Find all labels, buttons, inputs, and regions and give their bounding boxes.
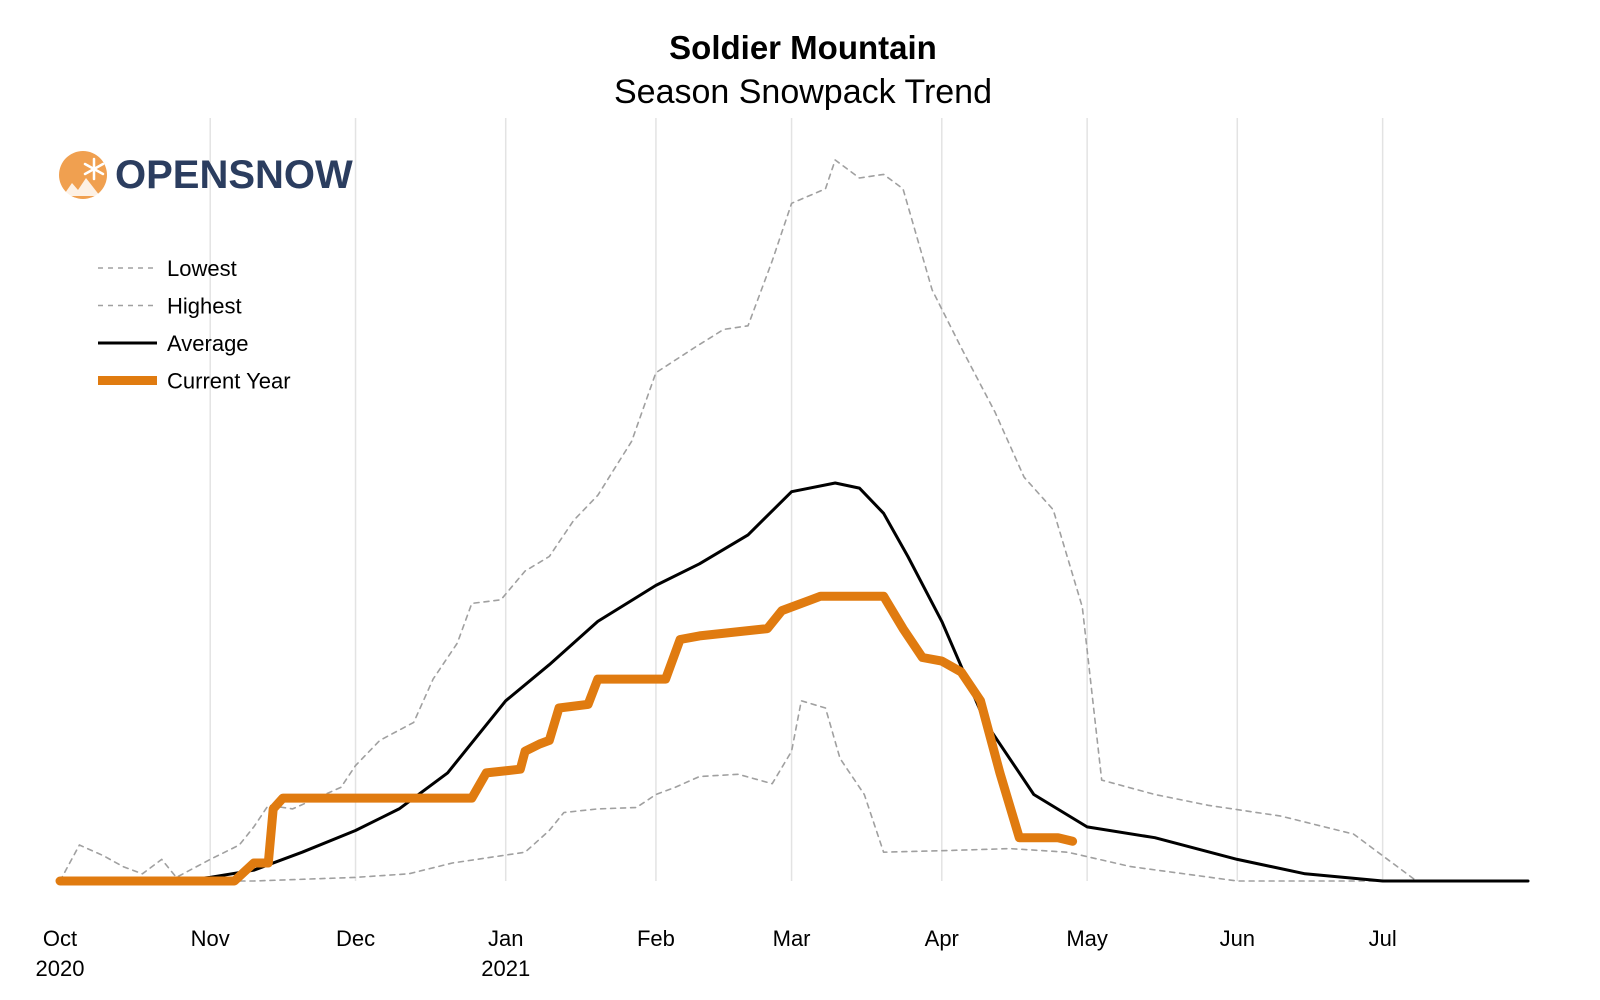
grid-lines [209, 118, 1384, 881]
x-tick-label: Apr [925, 926, 959, 951]
series-layer [55, 159, 1530, 886]
x-tick-year-label: 2020 [36, 956, 85, 981]
x-tick-label: Jan [488, 926, 523, 951]
x-tick-label: Jun [1220, 926, 1255, 951]
snowflake-mountain-icon [59, 151, 107, 199]
legend-label: Average [167, 331, 249, 356]
x-tick-label: Feb [637, 926, 675, 951]
x-tick-label: Nov [191, 926, 230, 951]
x-tick-label: May [1066, 926, 1108, 951]
legend-label: Current Year [167, 369, 291, 394]
series-line-highest [59, 159, 1529, 882]
chart-title: Soldier Mountain [669, 29, 937, 66]
series-line-lowest [59, 700, 1529, 882]
chart-subtitle: Season Snowpack Trend [614, 73, 992, 111]
x-tick-label: Dec [336, 926, 375, 951]
series-line-average [58, 481, 1530, 883]
x-tick-label: Jul [1369, 926, 1397, 951]
logo: OPENSNOW [59, 151, 353, 199]
logo-snowflake-shape [83, 157, 105, 181]
legend-label: Highest [167, 294, 242, 319]
x-tick-label: Mar [773, 926, 811, 951]
x-tick-year-label: 2021 [481, 956, 530, 981]
x-tick-label: Oct [43, 926, 77, 951]
legend-label: Lowest [167, 256, 237, 281]
series-line-current-year [55, 591, 1078, 886]
logo-mountain-shape [63, 178, 100, 196]
logo-text: OPENSNOW [115, 153, 353, 197]
x-axis-ticks: Oct 2020 Nov Dec Jan 2021 Feb Mar Apr May Jun Jul [36, 926, 1397, 981]
legend: Lowest Highest Average Current Year [98, 256, 291, 394]
